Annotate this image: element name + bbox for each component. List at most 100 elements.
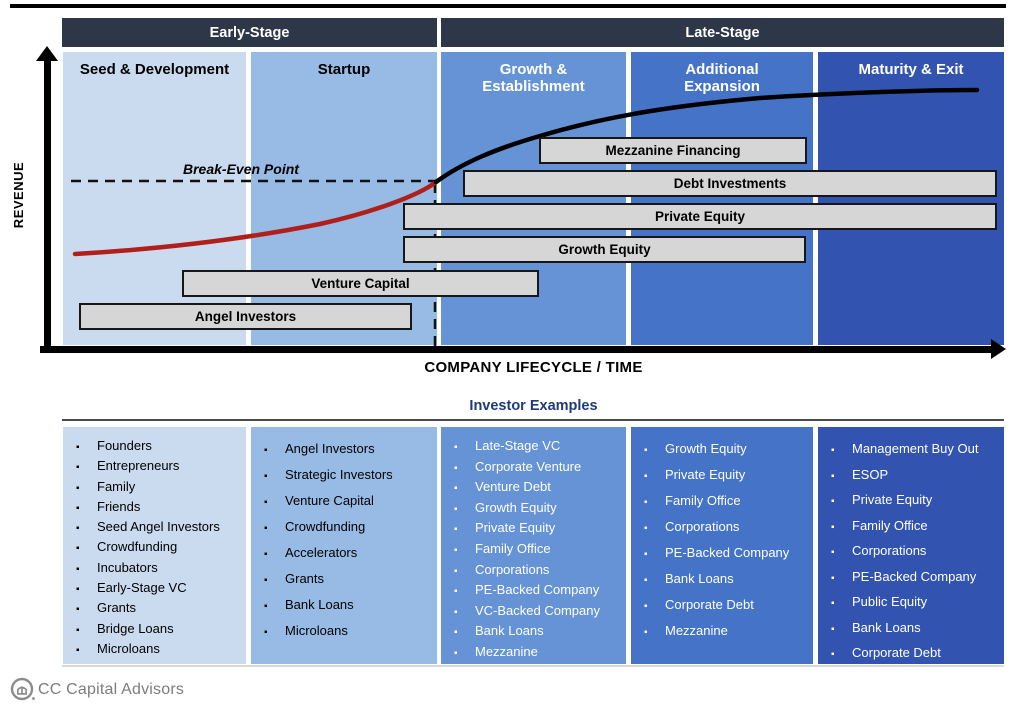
investor-item-label: Corporations — [665, 519, 740, 534]
stage-header-late: Late-Stage — [441, 18, 1004, 47]
investor-item-label: Late-Stage VC — [475, 438, 561, 453]
investor-item: ▪ Accelerators — [251, 540, 437, 566]
y-axis-label: REVENUE — [11, 161, 26, 229]
investor-item: ▪ Incubators — [63, 558, 246, 578]
investor-item: ▪ Family Office — [441, 539, 626, 560]
investor-item-label: Private Equity — [475, 520, 556, 536]
top-divider-line — [10, 4, 1006, 8]
square-bullet-icon: ▪ — [644, 601, 648, 612]
square-bullet-icon: ▪ — [454, 524, 458, 536]
investor-item: ▪ Bridge Loans — [63, 619, 246, 639]
investor-item: ▪ Grants — [63, 598, 246, 618]
investor-item-label: Public Equity — [852, 594, 928, 609]
square-bullet-icon: ▪ — [454, 442, 458, 453]
investor-item: ▪ Management Buy Out — [818, 436, 1004, 462]
square-bullet-icon: ▪ — [644, 497, 648, 508]
investor-item-label: Strategic Investors — [285, 467, 393, 482]
footer-brand: CC Capital Advisors — [10, 677, 184, 703]
investor-item: ▪ Growth Equity — [441, 498, 626, 519]
column-seed-development: Seed & Development — [63, 52, 246, 345]
investor-item: ▪ Entrepreneurs — [63, 456, 246, 476]
square-bullet-icon: ▪ — [831, 572, 835, 584]
financing-bar-angel-investors: Angel Investors — [79, 303, 412, 330]
square-bullet-icon: ▪ — [264, 627, 268, 638]
square-bullet-icon: ▪ — [76, 442, 80, 453]
square-bullet-icon: ▪ — [831, 470, 835, 482]
investor-item: ▪ Mezzanine — [631, 618, 813, 644]
square-bullet-icon: ▪ — [264, 601, 268, 612]
square-bullet-icon: ▪ — [644, 549, 648, 560]
y-axis-arrow-icon — [36, 46, 58, 61]
square-bullet-icon: ▪ — [454, 544, 458, 556]
investor-item: ▪ PE-Backed Company — [441, 580, 626, 601]
square-bullet-icon: ▪ — [644, 523, 648, 534]
square-bullet-icon: ▪ — [831, 649, 835, 660]
investor-list-additional-expansion: ▪ Growth Equity ▪ Private Equity ▪ Family Off… — [631, 427, 813, 664]
investor-item: ▪ Friends — [63, 497, 246, 517]
investor-item-label: Early-Stage VC — [97, 580, 187, 596]
investor-item-label: Grants — [97, 600, 137, 616]
column-label: Maturity & Exit — [858, 61, 964, 78]
investor-item-label: Private Equity — [852, 492, 933, 507]
investor-item: ▪ Bank Loans — [818, 615, 1004, 641]
square-bullet-icon: ▪ — [831, 623, 835, 635]
investor-item-label: Bank Loans — [665, 571, 734, 586]
square-bullet-icon: ▪ — [831, 521, 835, 533]
investor-item-label: Management Buy Out — [852, 441, 979, 456]
investor-item: ▪ Microloans — [251, 618, 437, 644]
investor-item: ▪ Late-Stage VC — [441, 436, 626, 457]
square-bullet-icon: ▪ — [76, 563, 80, 575]
column-label: Additional Expansion — [684, 61, 760, 95]
investor-item-label: Grants — [285, 571, 325, 586]
investor-item: ▪ Private Equity — [631, 462, 813, 488]
square-bullet-icon: ▪ — [831, 496, 835, 507]
investor-examples-top-rule — [62, 419, 1004, 421]
investor-item-label: Crowdfunding — [285, 519, 366, 534]
investor-item: ▪ Founders — [63, 436, 246, 456]
investor-item: ▪ Family — [63, 477, 246, 497]
investor-item: ▪ Bank Loans — [631, 566, 813, 592]
investor-item: ▪ VC-Backed Company — [441, 601, 626, 622]
investor-item-label: Bank Loans — [475, 623, 544, 639]
investor-item-label: Corporations — [475, 561, 550, 577]
investor-item: ▪ Strategic Investors — [251, 462, 437, 488]
financing-bar-venture-capital: Venture Capital — [182, 270, 539, 297]
investor-item: ▪ PE-Backed Company — [631, 540, 813, 566]
stage-header-early: Early-Stage — [62, 18, 437, 47]
square-bullet-icon: ▪ — [76, 502, 80, 514]
square-bullet-icon: ▪ — [644, 627, 648, 638]
investor-item-label: ESOP — [852, 466, 889, 482]
investor-item-label: Crowdfunding — [97, 539, 178, 555]
column-label: Growth & Establishment — [482, 61, 585, 95]
square-bullet-icon: ▪ — [76, 644, 80, 656]
financing-bar-debt-investments: Debt Investments — [463, 170, 997, 197]
square-bullet-icon: ▪ — [454, 462, 458, 474]
investor-item: ▪ ESOP — [818, 462, 1004, 488]
investor-item-label: Corporate Debt — [852, 645, 941, 660]
square-bullet-icon: ▪ — [264, 549, 268, 560]
investor-item-label: Bank Loans — [852, 619, 921, 635]
investor-item: ▪ Private Equity — [441, 518, 626, 539]
investor-list-startup: ▪ Angel Investors ▪ Strategic Investors ▪ Ven… — [251, 427, 437, 664]
square-bullet-icon: ▪ — [454, 647, 458, 659]
investor-item-label: Private Equity — [665, 467, 746, 482]
investor-item-label: Growth Equity — [475, 499, 557, 515]
square-bullet-icon: ▪ — [454, 565, 458, 577]
investor-item-label: Friends — [97, 498, 141, 514]
investor-item: ▪ Bank Loans — [441, 621, 626, 642]
investor-item: ▪ Mezzanine — [441, 642, 626, 663]
square-bullet-icon: ▪ — [644, 575, 648, 586]
investor-item-label: Corporations — [852, 543, 927, 558]
column-startup: Startup — [251, 52, 437, 345]
investor-item-label: PE-Backed Company — [475, 582, 600, 598]
column-additional-expansion: Additional Expansion — [631, 52, 813, 345]
investor-item: ▪ Family Office — [631, 488, 813, 514]
square-bullet-icon: ▪ — [76, 523, 80, 535]
square-bullet-icon: ▪ — [454, 586, 458, 598]
square-bullet-icon: ▪ — [264, 575, 268, 586]
investor-item-label: Family Office — [665, 493, 741, 508]
investor-item-label: Family — [97, 478, 136, 494]
column-growth-establishment: Growth & Establishment — [441, 52, 626, 345]
financing-bar-growth-equity: Growth Equity — [403, 236, 806, 263]
